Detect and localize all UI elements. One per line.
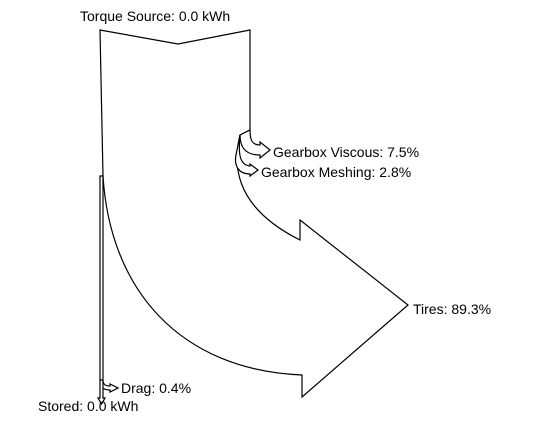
flow-stored: [96, 379, 107, 406]
tires-label: Tires: 89.3%: [413, 301, 491, 317]
flow-gearbox-meshing: [234, 134, 259, 178]
drag-label: Drag: 0.4%: [121, 380, 191, 396]
source-label: Torque Source: 0.0 kWh: [80, 8, 230, 24]
flow-gearbox-viscous: [239, 129, 271, 160]
gearbox-meshing-label: Gearbox Meshing: 2.8%: [261, 164, 411, 180]
stored-label: Stored: 0.0 kWh: [38, 398, 138, 414]
gearbox-viscous-label: Gearbox Viscous: 7.5%: [273, 144, 419, 160]
flow-tires: [99, 29, 409, 399]
